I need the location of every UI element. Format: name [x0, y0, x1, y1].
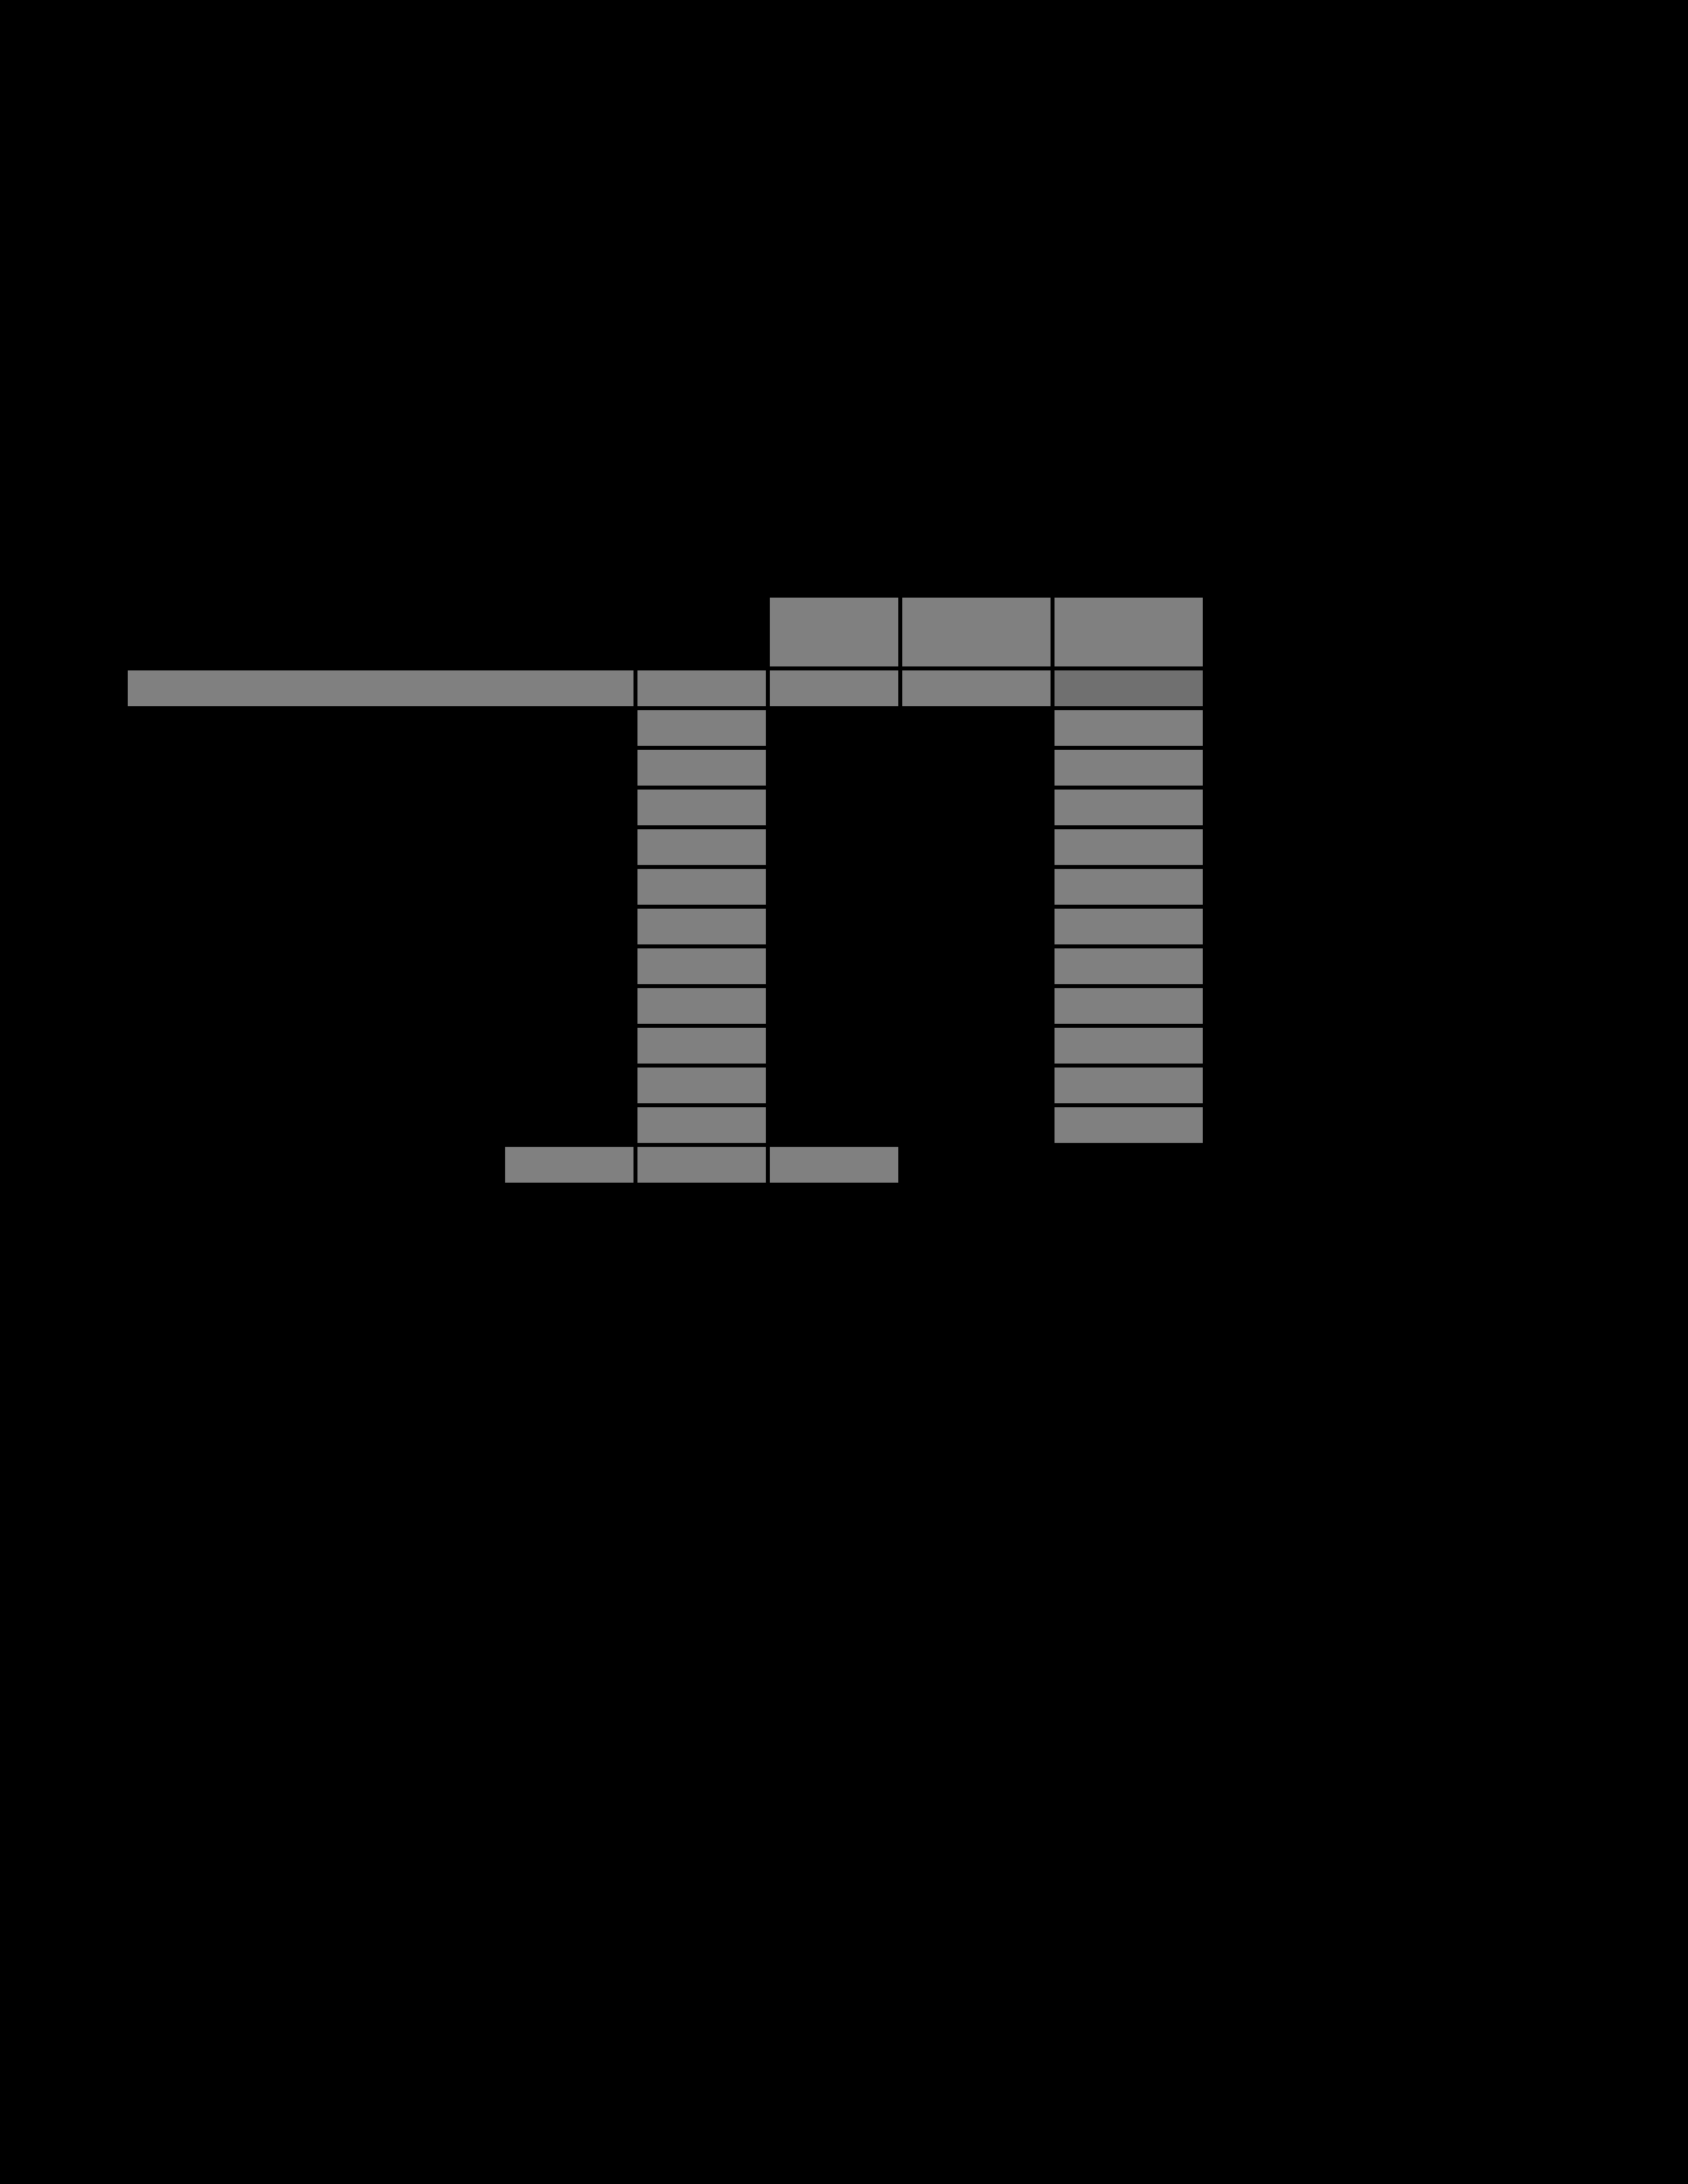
table-cell — [635, 1145, 768, 1185]
table-cell — [1053, 748, 1205, 788]
table-cell — [768, 596, 900, 668]
table-cell — [635, 986, 768, 1026]
table-cell — [900, 596, 1053, 668]
table-cell — [635, 788, 768, 827]
table-cell — [1053, 788, 1205, 827]
table-cell — [126, 668, 635, 708]
table-cell — [1053, 946, 1205, 986]
table-cell — [635, 1026, 768, 1066]
table-cell — [1053, 1026, 1205, 1066]
table-cell — [1053, 986, 1205, 1026]
table-cell — [1053, 1066, 1205, 1105]
table-cell — [1053, 668, 1205, 708]
table-cell — [900, 668, 1053, 708]
table-cell — [635, 668, 768, 708]
table-cell — [1053, 708, 1205, 748]
table-cell — [1053, 867, 1205, 907]
table-cell — [1053, 596, 1205, 668]
table-cell — [635, 867, 768, 907]
table-cell — [635, 827, 768, 867]
page-canvas — [0, 0, 1688, 2184]
table-cell — [768, 668, 900, 708]
table-cell — [1053, 1105, 1205, 1145]
table-cell — [1053, 907, 1205, 946]
table-cell — [1053, 827, 1205, 867]
table-cell — [635, 907, 768, 946]
table-cell — [635, 946, 768, 986]
table-cell — [635, 708, 768, 748]
table-cell — [635, 748, 768, 788]
table-cell — [635, 1105, 768, 1145]
table-cell — [503, 1145, 635, 1185]
table-cell — [768, 1145, 900, 1185]
table-cell — [635, 1066, 768, 1105]
